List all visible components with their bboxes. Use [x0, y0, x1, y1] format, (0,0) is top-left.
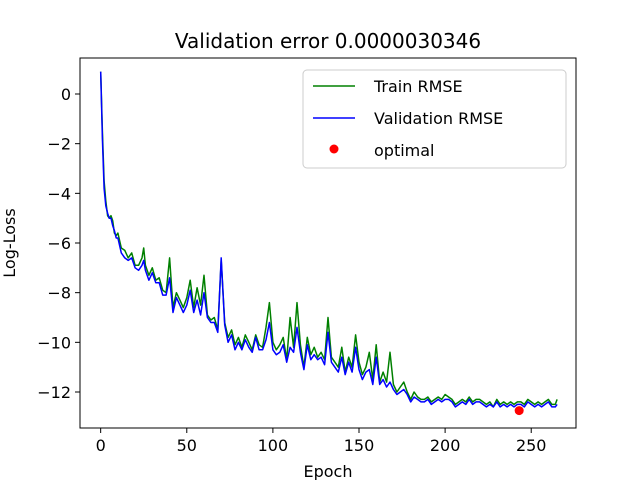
y-tick-label: 0 — [61, 85, 71, 104]
y-tick-label: −8 — [47, 284, 71, 303]
x-tick-label: 200 — [430, 436, 461, 455]
legend-label-optimal: optimal — [374, 141, 435, 160]
chart-title: Validation error 0.0000030346 — [175, 29, 481, 53]
x-tick-label: 0 — [96, 436, 106, 455]
series-lines — [99, 71, 558, 408]
series-line-train — [99, 71, 558, 408]
y-tick-label: −10 — [37, 333, 71, 352]
y-tick-label: −2 — [47, 135, 71, 154]
legend-swatch-optimal — [329, 144, 339, 154]
y-tick-label: −4 — [47, 184, 71, 203]
y-tick-label: −12 — [37, 383, 71, 402]
x-tick-label: 150 — [344, 436, 375, 455]
series-line-validation — [99, 71, 558, 408]
x-tick-label: 50 — [177, 436, 197, 455]
legend-label-train: Train RMSE — [373, 77, 463, 96]
optimal-point-group — [514, 406, 524, 416]
y-tick-label: −6 — [47, 234, 71, 253]
x-tick-label: 250 — [516, 436, 547, 455]
optimal-point — [514, 406, 524, 416]
x-axis-label: Epoch — [304, 462, 353, 480]
x-tick-label: 100 — [258, 436, 289, 455]
legend: Train RMSE Validation RMSE optimal — [302, 69, 567, 169]
x-axis-ticks: 0 50 100 150 200 250 — [96, 428, 547, 455]
y-axis-ticks: 0 −2 −4 −6 −8 −10 −12 — [37, 85, 80, 402]
y-axis-label: Log-Loss — [0, 208, 19, 277]
legend-label-validation: Validation RMSE — [374, 109, 503, 128]
legend-box — [302, 69, 567, 169]
